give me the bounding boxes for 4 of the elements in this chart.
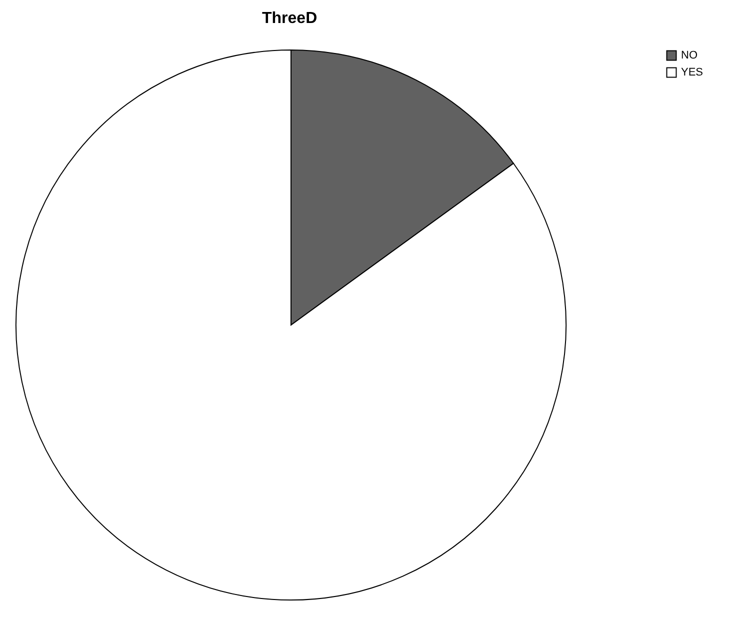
legend-label: NO: [681, 50, 698, 62]
pie-slice: [16, 50, 566, 600]
legend-label: YES: [681, 66, 704, 78]
chart-title: ThreeD: [262, 10, 318, 27]
